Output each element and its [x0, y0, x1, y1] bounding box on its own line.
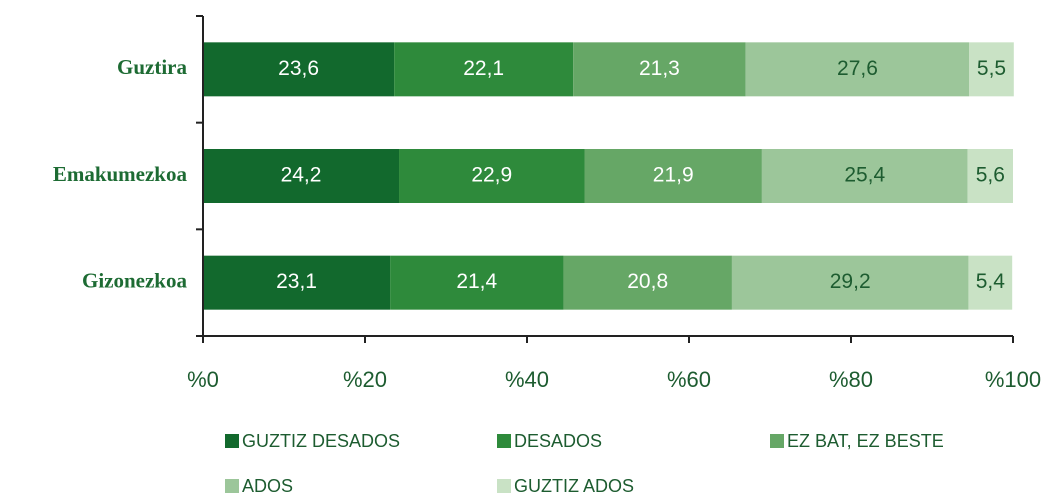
bar-segment [967, 149, 1013, 203]
legend-swatch [497, 434, 511, 448]
bar-segment [584, 149, 762, 203]
value-label: 5,6 [976, 164, 1005, 187]
bar-segment [745, 42, 970, 97]
value-label: 21,9 [653, 164, 694, 187]
category-label: Guztira [117, 55, 187, 79]
value-label: 5,4 [976, 270, 1006, 293]
value-label: 29,2 [830, 270, 871, 293]
bar-segment [969, 42, 1014, 97]
bar-segment [394, 42, 574, 97]
bar-segment [731, 255, 969, 310]
legend-label: GUZTIZ ADOS [514, 476, 634, 495]
value-label: 27,6 [837, 57, 878, 80]
value-label: 20,8 [627, 270, 668, 293]
legend-label: DESADOS [514, 431, 602, 451]
value-label: 21,3 [639, 57, 680, 80]
x-tick-label: %100 [985, 367, 1041, 392]
x-tick-label: %20 [343, 367, 387, 392]
value-label: 23,1 [276, 270, 317, 293]
legend-swatch [497, 479, 511, 493]
value-label: 5,5 [977, 57, 1006, 80]
value-label: 21,4 [456, 270, 497, 293]
bar-segment [203, 149, 400, 203]
legend-label: GUZTIZ DESADOS [242, 431, 400, 451]
bar-segment [203, 255, 391, 310]
value-label: 25,4 [844, 164, 885, 187]
legend-swatch [225, 434, 239, 448]
value-label: 22,9 [471, 164, 512, 187]
bar-segment [399, 149, 585, 203]
bar-segment [968, 255, 1013, 310]
legend-label: ADOS [242, 476, 293, 495]
category-label: Gizonezkoa [82, 268, 187, 292]
category-label: Emakumezkoa [53, 162, 188, 186]
legend-swatch [225, 479, 239, 493]
x-tick-label: %60 [667, 367, 711, 392]
x-tick-label: %80 [829, 367, 873, 392]
legend-label: EZ BAT, EZ BESTE [787, 431, 944, 451]
bar-segment [563, 255, 732, 310]
x-tick-label: %0 [187, 367, 219, 392]
bar-segment [761, 149, 968, 203]
value-label: 24,2 [281, 164, 322, 187]
value-label: 23,6 [278, 57, 319, 80]
bar-segment [390, 255, 564, 310]
x-tick-label: %40 [505, 367, 549, 392]
bar-segment [573, 42, 746, 97]
bar-segment [203, 42, 395, 97]
legend-swatch [770, 434, 784, 448]
value-label: 22,1 [463, 57, 504, 80]
